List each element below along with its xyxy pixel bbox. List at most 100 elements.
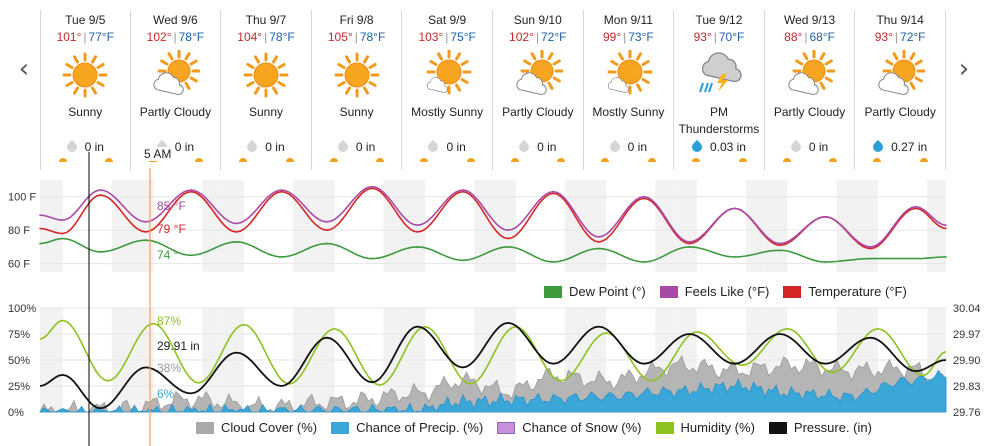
dew-data-point [371,257,374,260]
sun-marker-icon [601,158,610,162]
day-card[interactable]: Tue 9/5 101° | 77°F Sunny 0 in [40,10,131,170]
humidity-pressure-chart[interactable]: 100% 30.04 75% 29.97 50% 29.90 25% 29.83 0% 29.76… [0,300,1000,420]
day-date: Sun 9/10 [513,13,562,27]
humidity-series-line [39,319,947,386]
legend-item-humidity[interactable]: Humidity (%) [655,420,755,435]
precip-value: 0 in [537,140,557,154]
day-date: Tue 9/12 [695,13,743,27]
temp-data-point [915,207,917,210]
y-tick-label: 80 F [8,225,30,237]
legend-swatch [196,421,214,434]
day-date: Tue 9/5 [65,13,106,27]
feels-data-point [869,246,872,248]
legend-item-temp[interactable]: Temperature (°F) [783,284,907,299]
low-temp: 72°F [541,30,567,44]
sunrise-sunset-markers [312,158,402,168]
legend-item-dew[interactable]: Dew Point (°) [544,284,646,299]
raindrop-icon [245,139,260,155]
condition-label: PM Thunderstorms [678,105,760,136]
low-temp: 68°F [809,30,835,44]
day-temps: 104° | 78°F [221,30,311,44]
temperature-chart[interactable]: 100 F 80 F 60 F 85 °F 79 °F 74 ° [0,170,1000,282]
day-temps: 101° | 77°F [41,30,130,44]
y-right-tick-label: 30.04 [953,303,981,315]
day-card[interactable]: Fri 9/8 105° | 78°F Sunny 0 in [312,10,403,170]
dew-data-point [190,254,192,257]
y-tick-label: 60 F [8,259,30,271]
y-left-tick-label: 0% [8,407,24,419]
day-card[interactable]: Thu 9/7 104° | 78°F Sunny 0 in [221,10,312,170]
feels-data-point [416,224,419,226]
chevron-left-icon[interactable]: ‹ [18,54,30,84]
high-temp: 103° [418,30,444,44]
day-card[interactable]: Wed 9/13 88° | 68°F Partly Cloudy 0 in [765,10,856,170]
precip-value: 0 in [84,140,104,154]
dew-data-point [552,261,555,263]
precip-amount: 0 in [41,139,130,155]
sunrise-sunset-markers [493,158,583,168]
temp-data-point [280,190,283,193]
day-card[interactable]: Wed 9/6 102° | 78°F Partly Cloudy 0 in [131,10,222,170]
day-card[interactable]: Sun 9/10 102° | 72°F Partly Cloudy 0 in [493,10,584,170]
day-card[interactable]: Thu 9/14 93° | 72°F Partly Cloudy 0.27 in [855,10,946,170]
day-card[interactable]: Sat 9/9 103° | 75°F Mostly Sunny 0 in [402,10,493,170]
legend-item-snow[interactable]: Chance of Snow (%) [497,420,642,435]
raindrop-icon [335,139,350,155]
chevron-right-icon[interactable]: › [958,54,970,84]
temp-data-point [869,247,872,250]
high-temp: 102° [146,30,172,44]
precip-value: 0.27 in [891,140,928,154]
pressure-hover-label: 29.91 in [157,339,200,353]
y-left-tick-label: 50% [8,355,30,367]
pressure-series-line [39,321,947,410]
temp-separator: | [83,30,87,44]
legend-swatch [331,421,350,434]
temp-data-point [462,190,464,193]
y-right-tick-label: 29.83 [953,381,981,393]
temp-data-point [190,190,192,193]
temp-data-point [235,231,238,233]
precip-value: 0 in [355,140,376,154]
y-left-tick-label: 100% [8,303,36,315]
sunrise-sunset-markers [855,158,945,168]
precip-hover-label: 6% [157,387,175,401]
raindrop-icon [788,139,803,155]
mostly-sunny-icon [584,50,674,100]
feels-data-point [945,224,947,226]
night-band [655,180,675,272]
feels-data-point [61,219,64,221]
feels-data-point [733,207,736,210]
legend-item-feels[interactable]: Feels Like (°F) [659,284,769,299]
precip-value: 0 in [627,140,648,154]
partly-cloudy-icon [493,50,583,100]
day-temps: 103° | 75°F [402,30,492,44]
legend-item-pressure[interactable]: Pressure. (in) [768,420,872,435]
precip-amount: 0.27 in [855,139,945,155]
night-band [583,180,607,272]
day-card[interactable]: Tue 9/12 93° | 70°F PM Thunderstorms 0.03 in [674,10,765,170]
legend-item-precip[interactable]: Chance of Precip. (%) [331,420,483,435]
legend-item-cloud[interactable]: Cloud Cover (%) [196,420,317,435]
humidity-hover-label: 87% [157,314,181,328]
feels-data-point [371,185,374,188]
mostly-sunny-icon [402,50,492,100]
legend-swatch [659,285,678,298]
night-band [311,180,335,272]
raindrop-icon [871,139,886,155]
night-band [764,180,788,272]
day-card[interactable]: Mon 9/11 99° | 73°F Mostly Sunny 0 in [584,10,675,170]
day-temps: 99° | 73°F [584,30,674,44]
precip-series-area [39,369,947,413]
temp-data-point [507,237,509,240]
sun-marker-icon [285,158,294,162]
sun-marker-icon [376,158,385,162]
condition-label: Sunny [339,105,374,119]
y-left-tick-label: 75% [8,329,30,341]
partly-cloudy-icon [765,50,855,100]
feels-data-point [326,221,328,223]
day-date: Thu 9/7 [245,13,287,27]
temp-separator: | [535,30,539,44]
temp-data-point [643,197,645,200]
dew-data-point [235,241,238,243]
